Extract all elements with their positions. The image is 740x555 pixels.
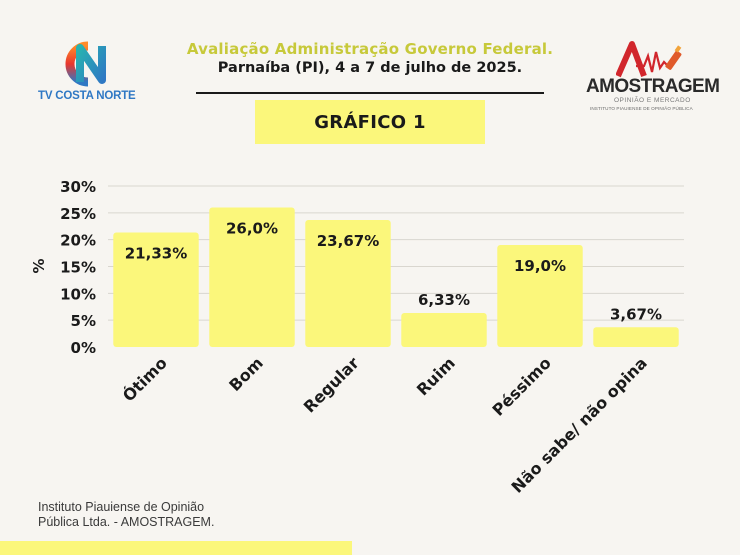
y-tick-label: 20% (60, 232, 96, 250)
chart-number-badge: GRÁFICO 1 (255, 100, 485, 144)
chart-number-label: GRÁFICO 1 (314, 111, 426, 133)
tv-costa-norte-name: TV COSTA NORTE (38, 90, 136, 102)
page-title: Avaliação Administração Governo Federal. (186, 40, 554, 58)
y-tick-label: 10% (60, 285, 96, 303)
x-tick-label: Bom (225, 353, 267, 395)
chart-header: Avaliação Administração Governo Federal.… (160, 40, 580, 76)
y-tick-label: 30% (60, 178, 96, 196)
amostragem-emblem-icon (616, 41, 682, 78)
bar (305, 219, 391, 347)
data-label: 19,0% (514, 257, 566, 275)
amostragem-logo: AMOSTRAGEM OPINIÃO E MERCADO INSTITUTO P… (586, 40, 720, 116)
y-tick-label: 0% (71, 339, 96, 357)
bar (593, 327, 679, 347)
data-label: 6,33% (418, 291, 470, 309)
bar (209, 207, 295, 347)
footer-line-1: Instituto Piauiense de Opinião (38, 500, 205, 514)
tv-costa-norte-logo: TV COSTA NORTE (38, 40, 148, 106)
x-tick-label: Regular (300, 353, 363, 416)
bar (401, 313, 487, 347)
footer-source: Instituto Piauiense de Opinião Pública L… (38, 500, 214, 530)
data-label: 26,0% (226, 219, 278, 237)
data-label: 23,67% (317, 232, 379, 250)
x-tick-label: Ruim (413, 353, 459, 399)
y-tick-label: 5% (71, 312, 96, 330)
x-tick-label: Péssimo (489, 353, 555, 419)
footer-line-2: Pública Ltda. - AMOSTRAGEM. (38, 515, 215, 529)
amostragem-subtitle: INSTITUTO PIAUIENSE DE OPINIÃO PÚBLICA (590, 106, 693, 111)
page-subtitle: Parnaíba (PI), 4 a 7 de julho de 2025. (217, 60, 523, 76)
amostragem-name: AMOSTRAGEM (586, 76, 720, 97)
amostragem-tagline: OPINIÃO E MERCADO (614, 97, 691, 104)
data-label: 3,67% (610, 305, 662, 323)
bar (497, 245, 583, 347)
header-divider (196, 92, 544, 94)
y-axis-label: % (30, 258, 48, 273)
data-label: 21,33% (125, 245, 187, 263)
x-tick-label: Ótimo (119, 353, 171, 405)
tv-costa-norte-emblem-icon (65, 41, 106, 87)
bar (113, 232, 199, 347)
y-tick-label: 25% (60, 205, 96, 223)
y-tick-label: 15% (60, 259, 96, 277)
footer-accent-bar (0, 541, 352, 555)
